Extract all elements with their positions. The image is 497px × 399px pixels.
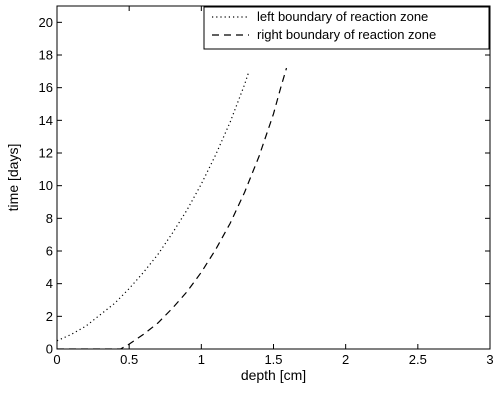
y-axis-label: time [days] (5, 144, 21, 212)
y-tick-label: 0 (46, 342, 53, 357)
series-line-2 (57, 67, 288, 349)
ticks-layer: 0 0.5 1 1.5 2 2.5 3 0 2 4 6 8 10 12 14 16 18 20 (39, 6, 494, 367)
y-tick-label: 2 (46, 309, 53, 324)
y-tick-label: 8 (46, 211, 53, 226)
plot-frame (56, 5, 491, 350)
x-tick-label: 2 (342, 352, 349, 367)
x-axis-label: depth [cm] (241, 367, 306, 383)
x-tick-label: 1 (198, 352, 205, 367)
x-tick-label: 2.5 (409, 352, 427, 367)
x-tick-label: 3 (486, 352, 493, 367)
legend-label-2: right boundary of reaction zone (257, 27, 436, 42)
x-tick-label: 0 (53, 352, 60, 367)
x-tick-label: 0.5 (120, 352, 138, 367)
y-tick-label: 4 (46, 276, 53, 291)
series-line-1 (57, 71, 250, 342)
y-tick-label: 10 (39, 178, 53, 193)
legend: left boundary of reaction zone right boun… (203, 6, 490, 50)
x-tick-label: 1.5 (264, 352, 282, 367)
y-tick-label: 18 (39, 48, 53, 63)
y-tick-label: 20 (39, 15, 53, 30)
y-tick-label: 16 (39, 80, 53, 95)
y-tick-label: 6 (46, 244, 53, 259)
y-tick-label: 14 (39, 113, 53, 128)
legend-label-1: left boundary of reaction zone (257, 9, 428, 24)
y-tick-label: 12 (39, 146, 53, 161)
legend-box (203, 6, 490, 50)
series-layer (57, 67, 288, 349)
